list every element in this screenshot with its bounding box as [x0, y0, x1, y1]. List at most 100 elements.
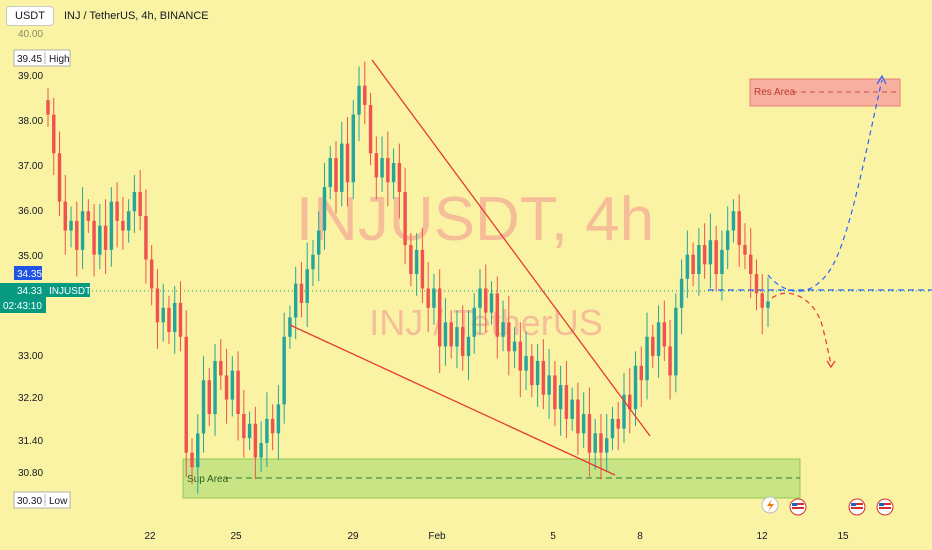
candle-body — [645, 336, 649, 381]
candle-body — [328, 158, 332, 188]
price-tick: 35.00 — [18, 251, 43, 262]
candle-body — [639, 365, 644, 381]
candle-body — [155, 288, 160, 323]
time-tick: 22 — [144, 531, 156, 542]
bearish-projection-path[interactable] — [771, 292, 832, 366]
candle-body — [553, 375, 557, 410]
time-axis[interactable]: 22 25 29 Feb 5 8 12 15 — [144, 531, 849, 542]
candle-body — [702, 245, 707, 265]
candle-body — [138, 191, 142, 217]
candle-body — [460, 327, 465, 357]
candle-body — [622, 394, 626, 429]
candle-body — [132, 191, 137, 212]
candle-body — [121, 220, 125, 231]
candle-body — [144, 216, 148, 260]
candle-body — [432, 288, 436, 308]
candle-body — [558, 385, 563, 410]
candle-body — [299, 283, 304, 303]
candle-body — [599, 433, 603, 453]
candle-body — [524, 356, 528, 371]
candle-body — [224, 375, 229, 400]
dividend-flash-icon[interactable] — [761, 496, 779, 514]
us-flag-event-icon[interactable] — [876, 498, 894, 516]
candle-body — [501, 322, 505, 337]
candle-body — [507, 322, 511, 352]
candle-body — [397, 162, 402, 192]
time-tick: 8 — [637, 531, 643, 542]
candle-body — [149, 259, 154, 289]
candlestick-series — [46, 61, 770, 494]
time-tick: 5 — [550, 531, 556, 542]
candle-body — [662, 322, 667, 347]
wedge-lower-trendline[interactable] — [289, 324, 616, 476]
us-flag-event-icon[interactable] — [848, 498, 866, 516]
wedge-upper-trendline[interactable] — [371, 59, 651, 437]
candle-body — [414, 249, 419, 274]
price-tick-cut: 40.00 — [18, 29, 43, 40]
candle-body — [172, 302, 177, 332]
candle-body — [184, 336, 188, 453]
low-label-box — [13, 491, 71, 509]
candle-body — [737, 211, 741, 246]
candle-body — [449, 322, 453, 347]
candle-body — [760, 293, 764, 308]
candle-body — [270, 418, 275, 434]
candle-body — [691, 254, 695, 274]
candle-body — [207, 380, 212, 415]
candle-body — [86, 211, 91, 221]
symbol-tag-box — [46, 283, 90, 297]
candle-body — [391, 162, 396, 183]
candle-body — [472, 307, 476, 337]
candle-body — [213, 360, 217, 415]
us-flag-event-icon[interactable] — [789, 498, 807, 516]
price-tick: 33.00 — [18, 351, 43, 362]
candle-body — [340, 143, 344, 192]
candle-body — [230, 370, 235, 400]
high-label: High — [49, 54, 70, 65]
candle-body — [576, 399, 580, 434]
candle-body — [535, 360, 540, 386]
candle-body — [628, 394, 632, 410]
candle-body — [357, 85, 361, 115]
candle-body — [276, 404, 281, 434]
candle-body — [437, 288, 442, 347]
candle-body — [409, 245, 413, 274]
candle-body — [674, 307, 678, 376]
candle-body — [345, 143, 350, 183]
time-tick: 12 — [756, 531, 768, 542]
price-marker-box — [14, 266, 42, 280]
candle-body — [98, 225, 102, 255]
candle-body — [748, 254, 753, 274]
candle-body — [103, 225, 108, 250]
candle-body — [518, 341, 523, 371]
current-price-box — [0, 283, 46, 313]
candle-body — [547, 375, 551, 395]
candle-body — [242, 414, 246, 439]
candle-body — [253, 423, 258, 458]
candle-body — [766, 301, 770, 308]
bullish-projection-path[interactable] — [767, 79, 883, 292]
candle-body — [288, 317, 292, 337]
candle-body — [708, 240, 713, 265]
candle-body — [697, 245, 701, 274]
candle-body — [236, 370, 240, 415]
candle-body — [679, 278, 684, 308]
time-tick: 29 — [347, 531, 359, 542]
candle-body — [651, 336, 655, 357]
symbol-button[interactable]: USDT — [6, 6, 54, 26]
candle-body — [386, 158, 390, 183]
candle-body — [489, 293, 494, 313]
price-tick: 36.00 — [18, 206, 43, 217]
candle-body — [668, 346, 672, 376]
candle-body — [616, 418, 620, 429]
candle-body — [126, 211, 131, 231]
candle-body — [57, 153, 62, 202]
candle-body — [564, 385, 569, 419]
price-axis[interactable]: 40.00 39.00 38.00 37.00 36.00 35.00 33.0… — [18, 29, 43, 479]
candle-body — [167, 307, 171, 332]
candle-body — [604, 438, 609, 453]
low-value: 30.30 — [17, 496, 42, 507]
candle-body — [265, 418, 269, 444]
candle-body — [363, 85, 367, 105]
